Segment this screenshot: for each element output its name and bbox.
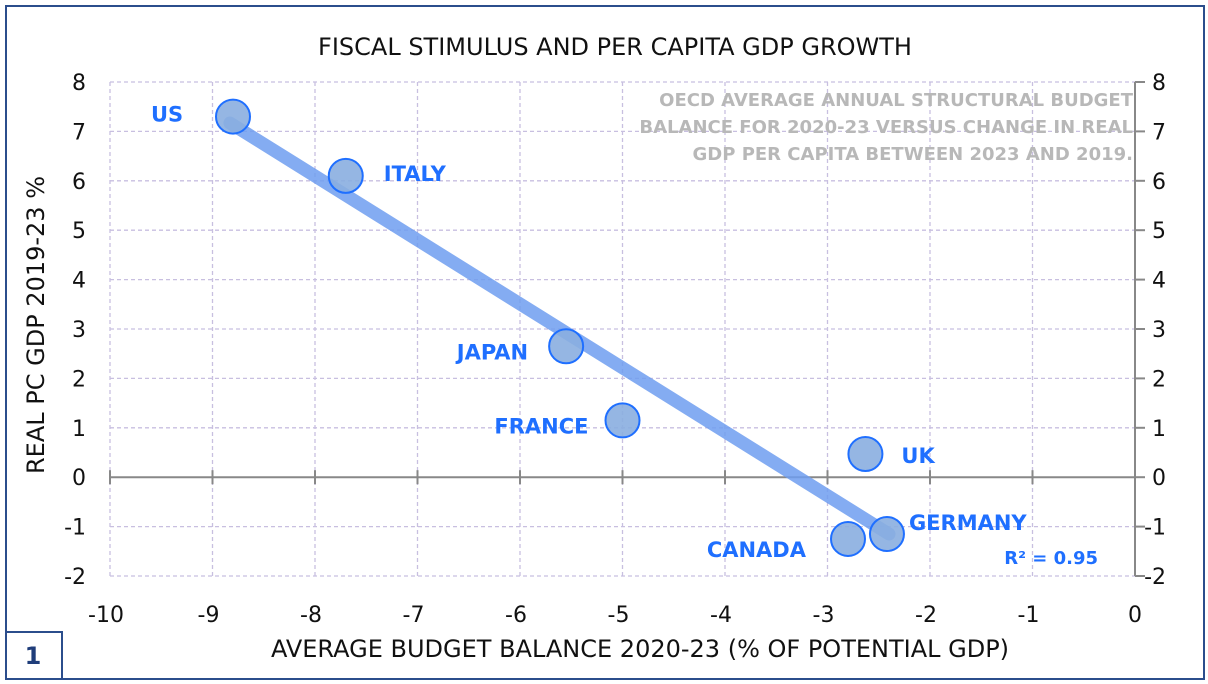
y-tick-label-left: -1 bbox=[64, 516, 86, 541]
x-tick-label: 0 bbox=[1128, 603, 1142, 628]
point-label-uk: UK bbox=[901, 444, 935, 468]
x-axis-label: AVERAGE BUDGET BALANCE 2020-23 (% OF POT… bbox=[271, 635, 1009, 663]
x-tick-label: -10 bbox=[88, 603, 124, 628]
x-tick-label: -7 bbox=[403, 603, 425, 628]
x-tick-label: -4 bbox=[710, 603, 732, 628]
y-tick-label-right: 7 bbox=[1152, 120, 1166, 145]
y-tick-label-left: 3 bbox=[72, 318, 86, 343]
data-point-canada bbox=[830, 520, 866, 557]
y-tick-label-right: 4 bbox=[1152, 269, 1166, 294]
data-point-us bbox=[215, 98, 251, 135]
y-tick-label-right: 6 bbox=[1152, 170, 1166, 195]
point-label-us: US bbox=[151, 103, 183, 127]
y-tick-label-right: 8 bbox=[1152, 71, 1166, 96]
y-tick-label-right: 5 bbox=[1152, 219, 1166, 244]
y-tick-label-left: 0 bbox=[72, 466, 86, 491]
y-tick-label-left: 8 bbox=[72, 71, 86, 96]
y-tick-label-left: 2 bbox=[72, 367, 86, 392]
annotation-line: BALANCE FOR 2020-23 VERSUS CHANGE IN REA… bbox=[639, 117, 1133, 138]
x-tick-label: -1 bbox=[1018, 603, 1040, 628]
y-tick-label-right: -2 bbox=[1144, 565, 1166, 590]
data-point-italy bbox=[327, 157, 364, 194]
chart-title: FISCAL STIMULUS AND PER CAPITA GDP GROWT… bbox=[318, 33, 912, 61]
y-tick-label-right: 0 bbox=[1152, 466, 1166, 491]
annotation-line: OECD AVERAGE ANNUAL STRUCTURAL BUDGET bbox=[659, 90, 1134, 111]
point-label-japan: JAPAN bbox=[455, 340, 528, 364]
y-tick-label-right: 3 bbox=[1152, 318, 1166, 343]
x-tick-label: -8 bbox=[300, 603, 322, 628]
y-tick-label-right: 1 bbox=[1152, 417, 1166, 442]
data-point-japan bbox=[548, 328, 585, 365]
annotation-line: GDP PER CAPITA BETWEEN 2023 AND 2019. bbox=[693, 144, 1133, 165]
x-tick-label: -9 bbox=[198, 603, 220, 628]
point-label-canada: CANADA bbox=[707, 538, 807, 562]
y-tick-label-left: 5 bbox=[72, 219, 86, 244]
data-point-france bbox=[604, 402, 641, 439]
point-label-france: FRANCE bbox=[494, 414, 588, 438]
y-tick-label-right: -1 bbox=[1144, 516, 1166, 541]
point-label-italy: ITALY bbox=[384, 162, 447, 186]
y-tick-label-left: 1 bbox=[72, 417, 86, 442]
y-tick-label-left: 4 bbox=[72, 269, 86, 294]
chart-number-box: 1 bbox=[5, 631, 63, 678]
point-label-germany: GERMANY bbox=[909, 511, 1027, 535]
y-tick-label-left: 7 bbox=[72, 120, 86, 145]
r-squared-label: R² = 0.95 bbox=[1004, 548, 1098, 569]
y-axis-label: REAL PC GDP 2019-23 % bbox=[22, 176, 50, 474]
x-tick-label: -2 bbox=[915, 603, 937, 628]
x-tick-label: -5 bbox=[608, 603, 630, 628]
data-point-uk bbox=[847, 435, 884, 472]
x-tick-label: -6 bbox=[505, 603, 527, 628]
y-tick-label-right: 2 bbox=[1152, 367, 1166, 392]
y-tick-label-left: 6 bbox=[72, 170, 86, 195]
y-tick-label-left: -2 bbox=[64, 565, 86, 590]
data-point-germany bbox=[868, 516, 905, 553]
chart-frame bbox=[5, 5, 1205, 680]
x-tick-label: -3 bbox=[813, 603, 835, 628]
